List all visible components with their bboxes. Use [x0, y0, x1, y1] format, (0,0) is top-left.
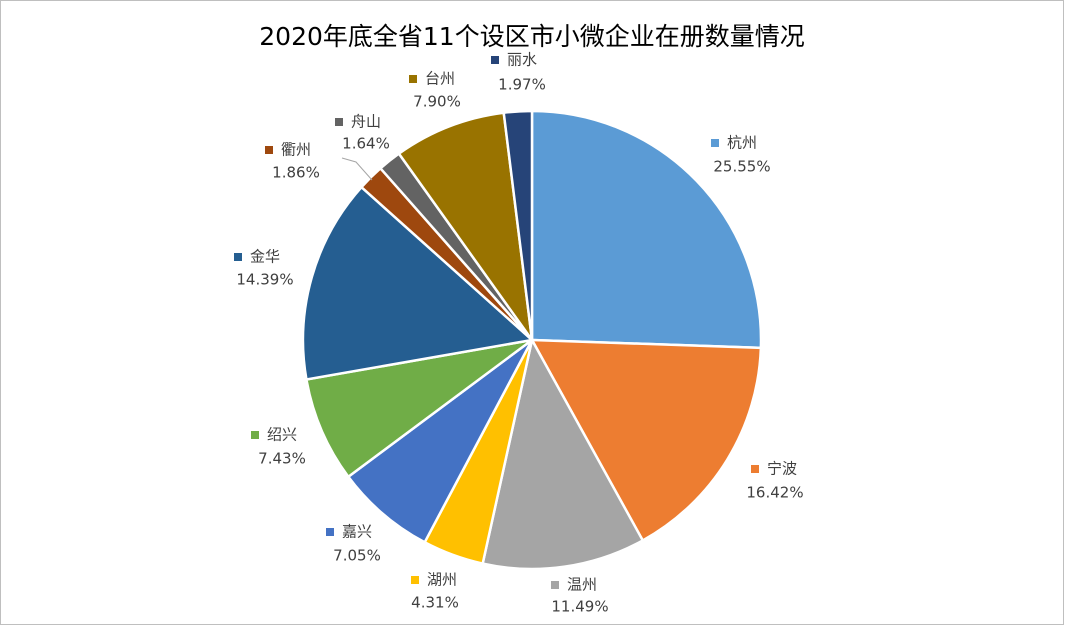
pie-slice — [304, 338, 533, 479]
value-label: 1.64% — [342, 135, 390, 153]
category-label: 嘉兴 — [342, 523, 372, 541]
category-label: 舟山 — [351, 113, 381, 131]
category-label: 杭州 — [727, 134, 757, 152]
value-label: 1.97% — [498, 76, 546, 94]
legend-marker — [711, 139, 719, 147]
value-label: 1.86% — [272, 164, 320, 182]
legend-marker — [251, 431, 259, 439]
value-label: 7.43% — [258, 450, 306, 468]
value-label: 16.42% — [746, 484, 803, 502]
legend-marker — [335, 118, 343, 126]
pie-slice — [502, 109, 534, 341]
leader-line — [341, 157, 373, 181]
legend-marker — [234, 253, 242, 261]
category-label: 温州 — [567, 576, 597, 594]
category-label: 宁波 — [767, 460, 797, 478]
legend-marker — [326, 528, 334, 536]
legend-marker — [265, 146, 273, 154]
value-label: 7.90% — [413, 93, 461, 111]
pie-slice — [530, 109, 763, 350]
value-label: 11.49% — [551, 598, 608, 616]
category-label: 绍兴 — [267, 426, 297, 444]
category-label: 金华 — [250, 248, 280, 266]
value-label: 25.55% — [713, 158, 770, 176]
category-label: 丽水 — [507, 51, 537, 69]
legend-marker — [411, 576, 419, 584]
legend-marker — [751, 465, 759, 473]
pie-slice — [481, 336, 645, 571]
chart-title: 2020年底全省11个设区市小微企业在册数量情况 — [259, 22, 804, 51]
legend-marker — [551, 581, 559, 589]
legend-marker — [409, 75, 417, 83]
pie-slice — [529, 338, 763, 543]
pie-slice — [397, 111, 534, 341]
pie-slice — [346, 338, 534, 544]
category-label: 湖州 — [427, 571, 457, 589]
legend-marker — [491, 56, 499, 64]
value-label: 14.39% — [236, 271, 293, 289]
pie-slice — [301, 185, 535, 381]
category-label: 台州 — [425, 70, 455, 88]
value-label: 7.05% — [333, 547, 381, 565]
value-label: 4.31% — [411, 594, 459, 612]
category-label: 衢州 — [281, 141, 311, 159]
